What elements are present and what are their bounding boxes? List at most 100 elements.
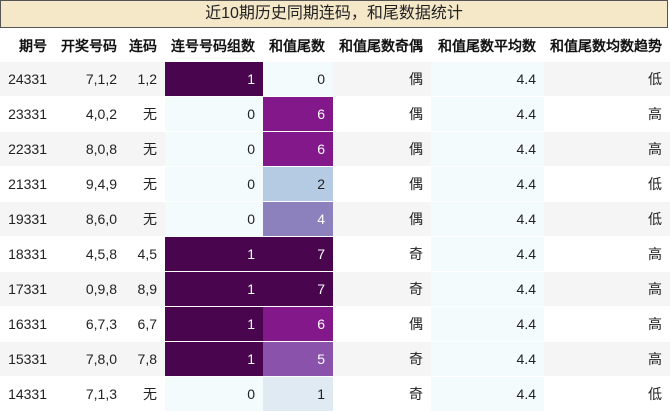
- cell-parity: 偶: [333, 97, 431, 132]
- cell-groups: 1: [165, 62, 263, 97]
- cell-groups: 0: [165, 377, 263, 412]
- cell-avg: 4.4: [431, 132, 544, 167]
- column-header-numbers: 开奖号码: [61, 38, 117, 54]
- cell-numbers: 4,5,8: [55, 237, 125, 272]
- cell-parity: 偶: [333, 202, 431, 237]
- cell-issue: 22331: [0, 132, 55, 167]
- column-header-consecutive: 连码: [129, 38, 157, 54]
- cell-parity: 偶: [333, 62, 431, 97]
- cell-parity: 奇: [333, 342, 431, 377]
- cell-trend: 低: [544, 202, 670, 237]
- cell-tail: 0: [263, 62, 333, 97]
- column-header-tail: 和值尾数: [269, 38, 325, 54]
- cell-issue: 19331: [0, 202, 55, 237]
- cell-consecutive: 4,5: [125, 237, 165, 272]
- cell-groups: 1: [165, 272, 263, 307]
- cell-numbers: 9,4,9: [55, 167, 125, 202]
- cell-avg: 4.4: [431, 272, 544, 307]
- cell-issue: 15331: [0, 342, 55, 377]
- table-row: 14331 7,1,3 无 0 1 奇 4.4 低: [0, 377, 670, 412]
- cell-consecutive: 无: [125, 132, 165, 167]
- cell-avg: 4.4: [431, 307, 544, 342]
- cell-tail: 1: [263, 377, 333, 412]
- cell-groups: 1: [165, 307, 263, 342]
- cell-issue: 21331: [0, 167, 55, 202]
- column-header-groups: 连号号码组数: [171, 38, 255, 54]
- cell-trend: 高: [544, 237, 670, 272]
- column-header-issue: 期号: [19, 38, 47, 54]
- cell-trend: 低: [544, 62, 670, 97]
- cell-trend: 高: [544, 272, 670, 307]
- table-row: 19331 8,6,0 无 0 4 偶 4.4 低: [0, 202, 670, 237]
- cell-consecutive: 8,9: [125, 272, 165, 307]
- cell-avg: 4.4: [431, 62, 544, 97]
- cell-consecutive: 6,7: [125, 307, 165, 342]
- table-row: 16331 6,7,3 6,7 1 6 偶 4.4 高: [0, 307, 670, 342]
- cell-issue: 17331: [0, 272, 55, 307]
- cell-numbers: 7,8,0: [55, 342, 125, 377]
- cell-avg: 4.4: [431, 97, 544, 132]
- cell-issue: 24331: [0, 62, 55, 97]
- cell-avg: 4.4: [431, 202, 544, 237]
- table-row: 17331 0,9,8 8,9 1 7 奇 4.4 高: [0, 272, 670, 307]
- cell-trend: 高: [544, 132, 670, 167]
- cell-consecutive: 1,2: [125, 62, 165, 97]
- cell-numbers: 7,1,2: [55, 62, 125, 97]
- cell-tail: 6: [263, 97, 333, 132]
- cell-parity: 奇: [333, 272, 431, 307]
- cell-groups: 0: [165, 97, 263, 132]
- cell-parity: 偶: [333, 167, 431, 202]
- cell-parity: 偶: [333, 132, 431, 167]
- cell-groups: 0: [165, 132, 263, 167]
- table-row: 21331 9,4,9 无 0 2 偶 4.4 低: [0, 167, 670, 202]
- cell-groups: 1: [165, 237, 263, 272]
- cell-issue: 23331: [0, 97, 55, 132]
- cell-consecutive: 无: [125, 202, 165, 237]
- column-header-trend: 和值尾数均数趋势: [550, 38, 662, 54]
- cell-consecutive: 无: [125, 167, 165, 202]
- cell-groups: 0: [165, 167, 263, 202]
- cell-avg: 4.4: [431, 237, 544, 272]
- stats-table: 期号 开奖号码 连码 连号号码组数 和值尾数 和值尾数奇偶 和值尾数平均数 和值…: [0, 30, 670, 412]
- cell-groups: 0: [165, 202, 263, 237]
- cell-numbers: 8,6,0: [55, 202, 125, 237]
- header-row: 期号 开奖号码 连码 连号号码组数 和值尾数 和值尾数奇偶 和值尾数平均数 和值…: [0, 30, 670, 62]
- column-header-parity: 和值尾数奇偶: [339, 38, 423, 54]
- cell-tail: 7: [263, 272, 333, 307]
- cell-issue: 16331: [0, 307, 55, 342]
- cell-numbers: 6,7,3: [55, 307, 125, 342]
- cell-tail: 5: [263, 342, 333, 377]
- cell-consecutive: 无: [125, 97, 165, 132]
- cell-trend: 低: [544, 167, 670, 202]
- cell-consecutive: 无: [125, 377, 165, 412]
- cell-parity: 奇: [333, 237, 431, 272]
- cell-trend: 高: [544, 342, 670, 377]
- cell-groups: 1: [165, 342, 263, 377]
- cell-issue: 14331: [0, 377, 55, 412]
- cell-tail: 6: [263, 132, 333, 167]
- cell-tail: 4: [263, 202, 333, 237]
- cell-numbers: 0,9,8: [55, 272, 125, 307]
- cell-parity: 偶: [333, 307, 431, 342]
- cell-tail: 7: [263, 237, 333, 272]
- cell-tail: 6: [263, 307, 333, 342]
- cell-numbers: 7,1,3: [55, 377, 125, 412]
- cell-avg: 4.4: [431, 377, 544, 412]
- cell-trend: 高: [544, 307, 670, 342]
- cell-issue: 18331: [0, 237, 55, 272]
- table-row: 22331 8,0,8 无 0 6 偶 4.4 高: [0, 132, 670, 167]
- cell-trend: 低: [544, 377, 670, 412]
- cell-avg: 4.4: [431, 342, 544, 377]
- table-row: 24331 7,1,2 1,2 1 0 偶 4.4 低: [0, 62, 670, 97]
- column-header-avg: 和值尾数平均数: [438, 38, 536, 54]
- cell-numbers: 4,0,2: [55, 97, 125, 132]
- table-title: 近10期历史同期连码，和尾数据统计: [0, 0, 668, 28]
- cell-tail: 2: [263, 167, 333, 202]
- cell-trend: 高: [544, 97, 670, 132]
- table-row: 15331 7,8,0 7,8 1 5 奇 4.4 高: [0, 342, 670, 377]
- cell-avg: 4.4: [431, 167, 544, 202]
- table-row: 23331 4,0,2 无 0 6 偶 4.4 高: [0, 97, 670, 132]
- cell-consecutive: 7,8: [125, 342, 165, 377]
- cell-numbers: 8,0,8: [55, 132, 125, 167]
